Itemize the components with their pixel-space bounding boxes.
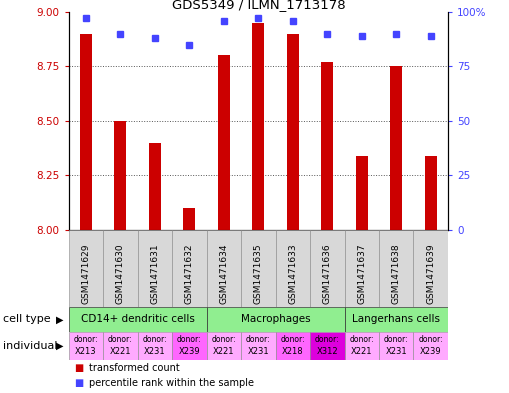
- Text: GSM1471637: GSM1471637: [357, 244, 366, 304]
- Bar: [149, 143, 161, 230]
- Bar: [103, 332, 137, 360]
- Bar: [345, 230, 379, 307]
- Text: donor:: donor:: [384, 335, 409, 344]
- Text: donor:: donor:: [349, 335, 374, 344]
- Text: cell type: cell type: [3, 314, 50, 324]
- Bar: [137, 230, 172, 307]
- Bar: [425, 156, 437, 230]
- Bar: [379, 230, 413, 307]
- Text: donor:: donor:: [143, 335, 167, 344]
- Text: donor:: donor:: [177, 335, 202, 344]
- Text: donor:: donor:: [315, 335, 340, 344]
- Bar: [252, 23, 264, 230]
- Bar: [183, 208, 195, 230]
- Text: GSM1471635: GSM1471635: [254, 244, 263, 304]
- Text: X231: X231: [385, 347, 407, 356]
- Text: X221: X221: [109, 347, 131, 356]
- Text: transformed count: transformed count: [89, 364, 180, 373]
- Text: ▶: ▶: [56, 314, 64, 324]
- Bar: [345, 307, 448, 332]
- Text: X221: X221: [213, 347, 235, 356]
- Text: X239: X239: [179, 347, 200, 356]
- Bar: [241, 332, 275, 360]
- Text: ■: ■: [74, 364, 83, 373]
- Bar: [413, 332, 448, 360]
- Text: Macrophages: Macrophages: [241, 314, 310, 324]
- Text: donor:: donor:: [108, 335, 133, 344]
- Bar: [275, 332, 310, 360]
- Text: donor:: donor:: [280, 335, 305, 344]
- Text: donor:: donor:: [212, 335, 236, 344]
- Text: CD14+ dendritic cells: CD14+ dendritic cells: [81, 314, 194, 324]
- Text: individual: individual: [3, 341, 57, 351]
- Text: GSM1471629: GSM1471629: [81, 244, 91, 304]
- Text: X231: X231: [247, 347, 269, 356]
- Bar: [379, 332, 413, 360]
- Text: percentile rank within the sample: percentile rank within the sample: [89, 378, 254, 388]
- Text: GSM1471630: GSM1471630: [116, 244, 125, 304]
- Bar: [80, 33, 92, 230]
- Text: X221: X221: [351, 347, 373, 356]
- Bar: [69, 332, 103, 360]
- Text: GSM1471636: GSM1471636: [323, 244, 332, 304]
- Bar: [287, 33, 299, 230]
- Bar: [310, 332, 345, 360]
- Bar: [69, 307, 207, 332]
- Text: ■: ■: [74, 378, 83, 388]
- Bar: [310, 230, 345, 307]
- Text: X239: X239: [420, 347, 441, 356]
- Text: GSM1471633: GSM1471633: [288, 244, 297, 304]
- Bar: [413, 230, 448, 307]
- Bar: [321, 62, 333, 230]
- Bar: [115, 121, 126, 230]
- Title: GDS5349 / ILMN_1713178: GDS5349 / ILMN_1713178: [172, 0, 345, 11]
- Text: GSM1471632: GSM1471632: [185, 244, 194, 304]
- Text: GSM1471638: GSM1471638: [392, 244, 401, 304]
- Text: donor:: donor:: [418, 335, 443, 344]
- Text: X213: X213: [75, 347, 97, 356]
- Text: X218: X218: [282, 347, 303, 356]
- Text: GSM1471631: GSM1471631: [150, 244, 159, 304]
- Bar: [207, 230, 241, 307]
- Bar: [137, 332, 172, 360]
- Text: ▶: ▶: [56, 341, 64, 351]
- Text: X312: X312: [317, 347, 338, 356]
- Bar: [275, 230, 310, 307]
- Bar: [103, 230, 137, 307]
- Bar: [207, 332, 241, 360]
- Bar: [69, 230, 103, 307]
- Bar: [390, 66, 402, 230]
- Text: donor:: donor:: [246, 335, 271, 344]
- Text: donor:: donor:: [74, 335, 98, 344]
- Text: GSM1471639: GSM1471639: [426, 244, 435, 304]
- Bar: [345, 332, 379, 360]
- Bar: [241, 230, 275, 307]
- Bar: [207, 307, 345, 332]
- Bar: [356, 156, 368, 230]
- Bar: [172, 332, 207, 360]
- Text: GSM1471634: GSM1471634: [219, 244, 229, 304]
- Bar: [172, 230, 207, 307]
- Bar: [218, 55, 230, 230]
- Text: Langerhans cells: Langerhans cells: [352, 314, 440, 324]
- Text: X231: X231: [144, 347, 166, 356]
